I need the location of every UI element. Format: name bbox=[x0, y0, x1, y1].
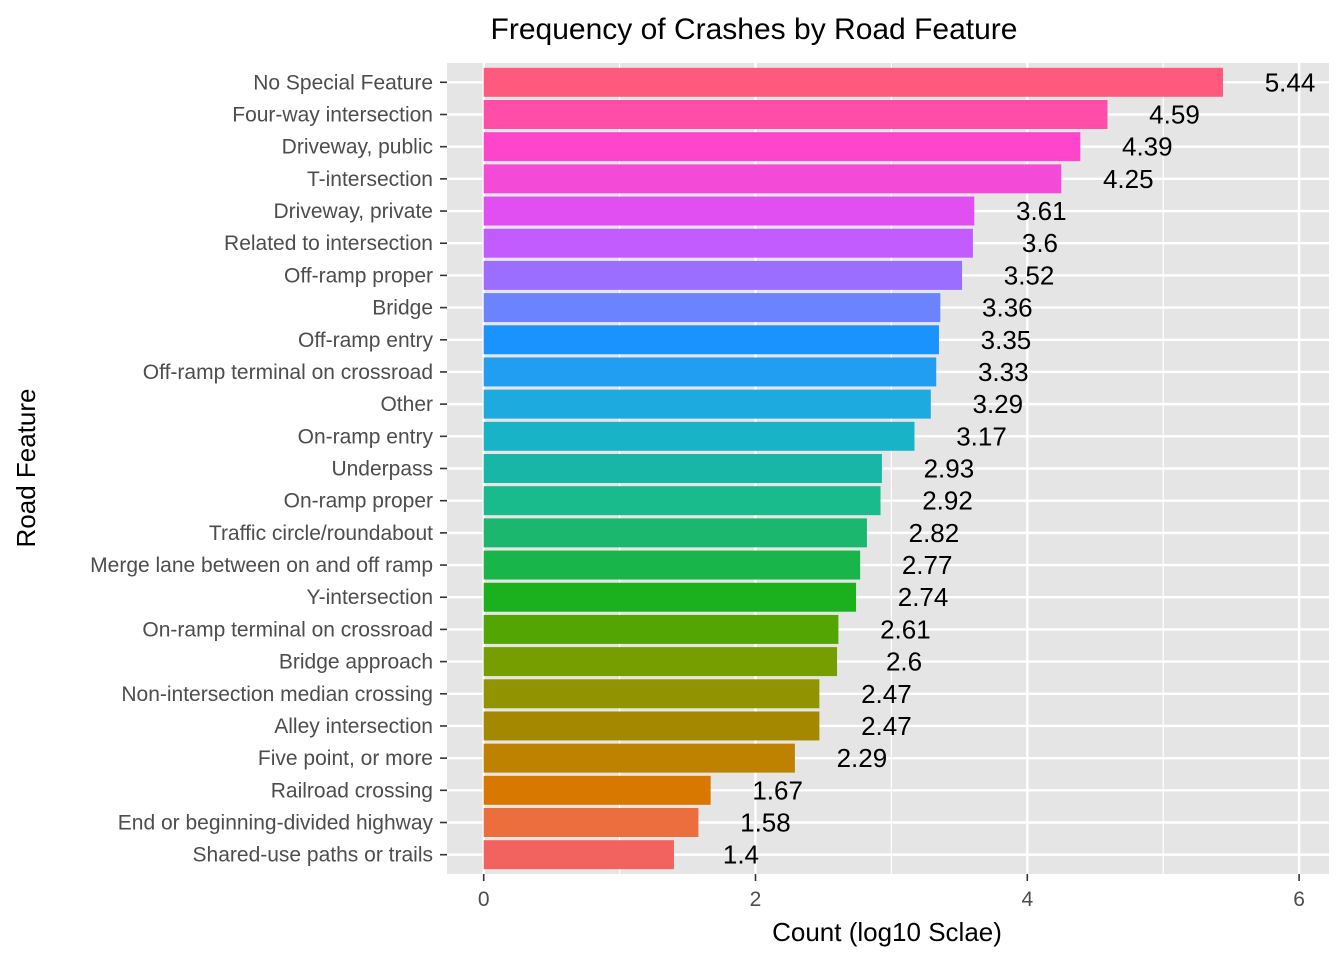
y-tick-label: Railroad crossing bbox=[271, 779, 433, 802]
y-tick-label: End or beginning-divided highway bbox=[118, 812, 434, 835]
bar bbox=[483, 711, 820, 741]
bar bbox=[483, 486, 881, 516]
y-tick-label: Four-way intersection bbox=[232, 103, 433, 126]
y-tick-label: On-ramp terminal on crossroad bbox=[142, 618, 433, 641]
value-labels: 5.444.594.394.253.613.63.523.363.353.333… bbox=[723, 67, 1315, 869]
y-tick-label: Y-intersection bbox=[307, 586, 433, 609]
data-label: 3.52 bbox=[1004, 260, 1055, 290]
bar bbox=[483, 132, 1081, 162]
data-label: 3.36 bbox=[982, 293, 1033, 323]
bar bbox=[483, 840, 674, 870]
bar bbox=[483, 67, 1223, 97]
bar bbox=[483, 357, 937, 387]
y-tick-label: Non-intersection median crossing bbox=[121, 683, 433, 706]
data-label: 3.17 bbox=[956, 421, 1007, 451]
bar bbox=[483, 228, 973, 258]
bar bbox=[483, 550, 861, 580]
data-label: 1.58 bbox=[740, 808, 791, 838]
data-label: 3.6 bbox=[1022, 228, 1058, 258]
y-axis-title: Road Feature bbox=[11, 389, 41, 548]
data-label: 2.82 bbox=[909, 518, 960, 548]
y-tick-label: Driveway, public bbox=[282, 136, 433, 159]
data-label: 3.35 bbox=[981, 325, 1032, 355]
data-label: 2.92 bbox=[922, 486, 973, 516]
y-tick-label: Off-ramp terminal on crossroad bbox=[143, 361, 433, 384]
y-tick-label: Driveway, private bbox=[274, 200, 434, 223]
data-label: 2.47 bbox=[861, 711, 912, 741]
data-label: 5.44 bbox=[1265, 67, 1316, 97]
bar bbox=[483, 647, 838, 677]
y-tick-label: Bridge approach bbox=[279, 651, 433, 674]
y-tick-label: Underpass bbox=[331, 458, 433, 481]
bar bbox=[483, 293, 941, 323]
y-tick-label: Five point, or more bbox=[258, 747, 433, 770]
bar bbox=[483, 260, 963, 290]
data-label: 4.25 bbox=[1103, 164, 1154, 194]
data-label: 2.29 bbox=[837, 743, 888, 773]
y-axis: No Special Feature Four-way intersection D… bbox=[90, 71, 447, 867]
data-label: 4.39 bbox=[1122, 132, 1173, 162]
y-tick-label: Off-ramp entry bbox=[298, 329, 433, 352]
data-label: 2.47 bbox=[861, 679, 912, 709]
data-label: 2.6 bbox=[886, 647, 922, 677]
y-tick-label: Off-ramp proper bbox=[284, 264, 433, 287]
data-label: 3.33 bbox=[978, 357, 1029, 387]
y-tick-label: Merge lane between on and off ramp bbox=[90, 554, 433, 577]
bar bbox=[483, 614, 839, 644]
y-tick-label: Alley intersection bbox=[274, 715, 433, 738]
bar bbox=[483, 679, 820, 709]
data-label: 4.59 bbox=[1149, 99, 1200, 129]
bar bbox=[483, 775, 711, 805]
bar bbox=[483, 582, 857, 612]
bar bbox=[483, 389, 931, 419]
data-label: 3.61 bbox=[1016, 196, 1067, 226]
data-label: 2.61 bbox=[880, 614, 931, 644]
bars bbox=[483, 67, 1223, 870]
data-label: 1.67 bbox=[752, 775, 803, 805]
bar bbox=[483, 196, 975, 226]
y-tick-label: Bridge bbox=[372, 297, 433, 320]
bar bbox=[483, 454, 882, 483]
bar bbox=[483, 743, 795, 773]
bar bbox=[483, 518, 867, 548]
data-label: 2.93 bbox=[924, 454, 975, 484]
data-label: 2.77 bbox=[902, 550, 953, 580]
bar bbox=[483, 164, 1062, 194]
y-tick-label: On-ramp entry bbox=[298, 425, 434, 448]
y-tick-label: Shared-use paths or trails bbox=[193, 844, 433, 867]
bar bbox=[483, 421, 915, 451]
bar bbox=[483, 808, 699, 837]
y-tick-label: No Special Feature bbox=[253, 71, 433, 94]
x-tick-label: 4 bbox=[1021, 888, 1033, 911]
y-tick-label: Other bbox=[380, 393, 433, 416]
x-axis-title: Count (log10 Sclae) bbox=[772, 917, 1002, 947]
bar bbox=[483, 100, 1108, 129]
x-tick-label: 2 bbox=[750, 888, 762, 911]
data-label: 1.4 bbox=[723, 840, 759, 870]
chart-title: Frequency of Crashes by Road Feature bbox=[491, 13, 1018, 46]
bar bbox=[483, 325, 939, 355]
data-label: 3.29 bbox=[973, 389, 1024, 419]
data-label: 2.74 bbox=[898, 582, 949, 612]
x-axis: 0 2 4 6 bbox=[478, 874, 1305, 911]
x-tick-label: 6 bbox=[1293, 888, 1305, 911]
y-tick-label: Traffic circle/roundabout bbox=[209, 522, 433, 545]
y-tick-label: On-ramp proper bbox=[284, 490, 433, 513]
y-tick-label: Related to intersection bbox=[224, 232, 433, 255]
y-tick-label: T-intersection bbox=[307, 168, 433, 191]
x-tick-label: 0 bbox=[478, 888, 490, 911]
